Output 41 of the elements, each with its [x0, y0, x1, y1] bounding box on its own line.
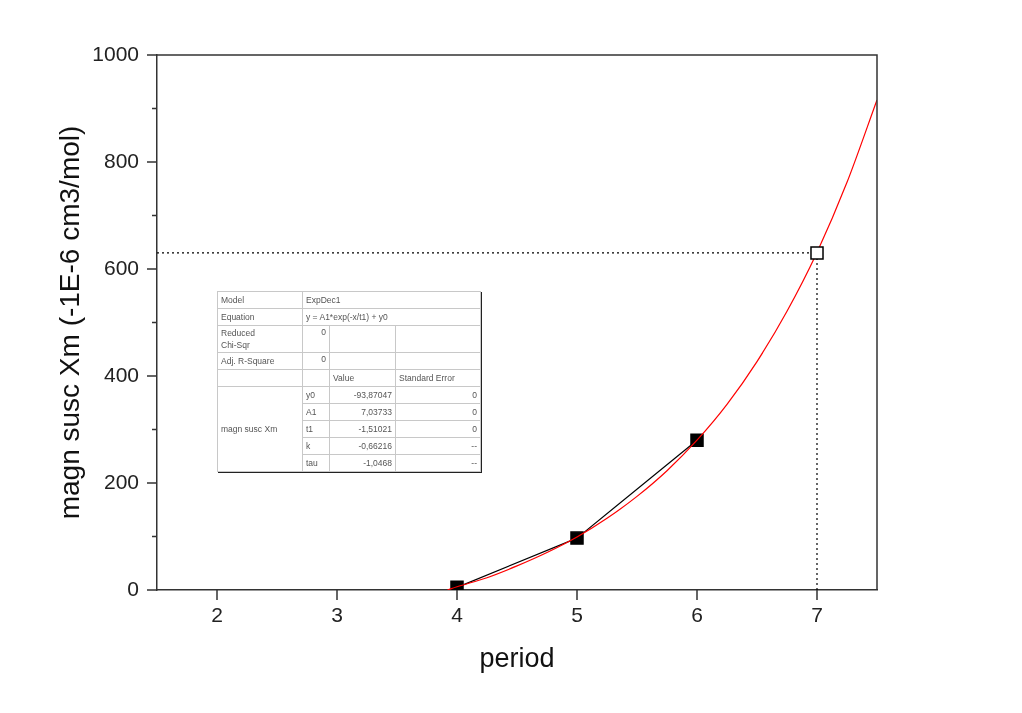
y-tick-label: 0: [127, 576, 139, 600]
annotation: y0: [302, 386, 330, 404]
annotation: A1: [302, 403, 330, 421]
x-tick-label: 2: [211, 603, 223, 627]
annotation: -0,66216: [329, 437, 396, 455]
annotation: k: [302, 437, 330, 455]
annotation: 0: [302, 325, 330, 353]
x-tick-label: 6: [691, 603, 703, 627]
annotation: Adj. R-Square: [217, 352, 303, 370]
annotation: Equation: [217, 308, 303, 326]
annotation: tau: [302, 454, 330, 472]
x-tick-label: 5: [571, 603, 583, 627]
annotation: Model: [217, 291, 303, 309]
x-tick-label: 7: [811, 603, 823, 627]
annotation: 0: [302, 352, 330, 370]
point: [810, 246, 824, 260]
annotation: 0: [395, 420, 481, 438]
annotation: --: [395, 454, 481, 472]
annotation: ExpDec1: [302, 291, 481, 309]
y-tick-label: 400: [103, 362, 139, 386]
annotation: --: [395, 437, 481, 455]
annotation: Value: [329, 369, 396, 387]
y-tick-label: 1000: [92, 41, 139, 65]
annotation: y = A1*exp(-x/t1) + y0: [302, 308, 481, 326]
annotation: magn susc Xm: [217, 386, 303, 472]
y-tick-label: 200: [103, 469, 139, 493]
x-axis-title: period: [479, 643, 555, 674]
annotation: Standard Error: [395, 369, 481, 387]
x-tick-label: 3: [331, 603, 343, 627]
y-tick-label: 800: [103, 148, 139, 172]
annotation: t1: [302, 420, 330, 438]
y-axis-title: magn susc Xm (-1E-6 cm3/mol): [53, 125, 85, 520]
annotation: -93,87047: [329, 386, 396, 404]
annotation: -1,0468: [329, 454, 396, 472]
x-tick-label: 4: [451, 603, 464, 627]
annotation: -1,51021: [329, 420, 396, 438]
annotation: 0: [395, 403, 481, 421]
annotation: 7,03733: [329, 403, 396, 421]
y-tick-label: 600: [103, 255, 139, 279]
annotation: Reduced Chi-Sqr: [221, 327, 257, 351]
annotation: 0: [395, 386, 481, 404]
